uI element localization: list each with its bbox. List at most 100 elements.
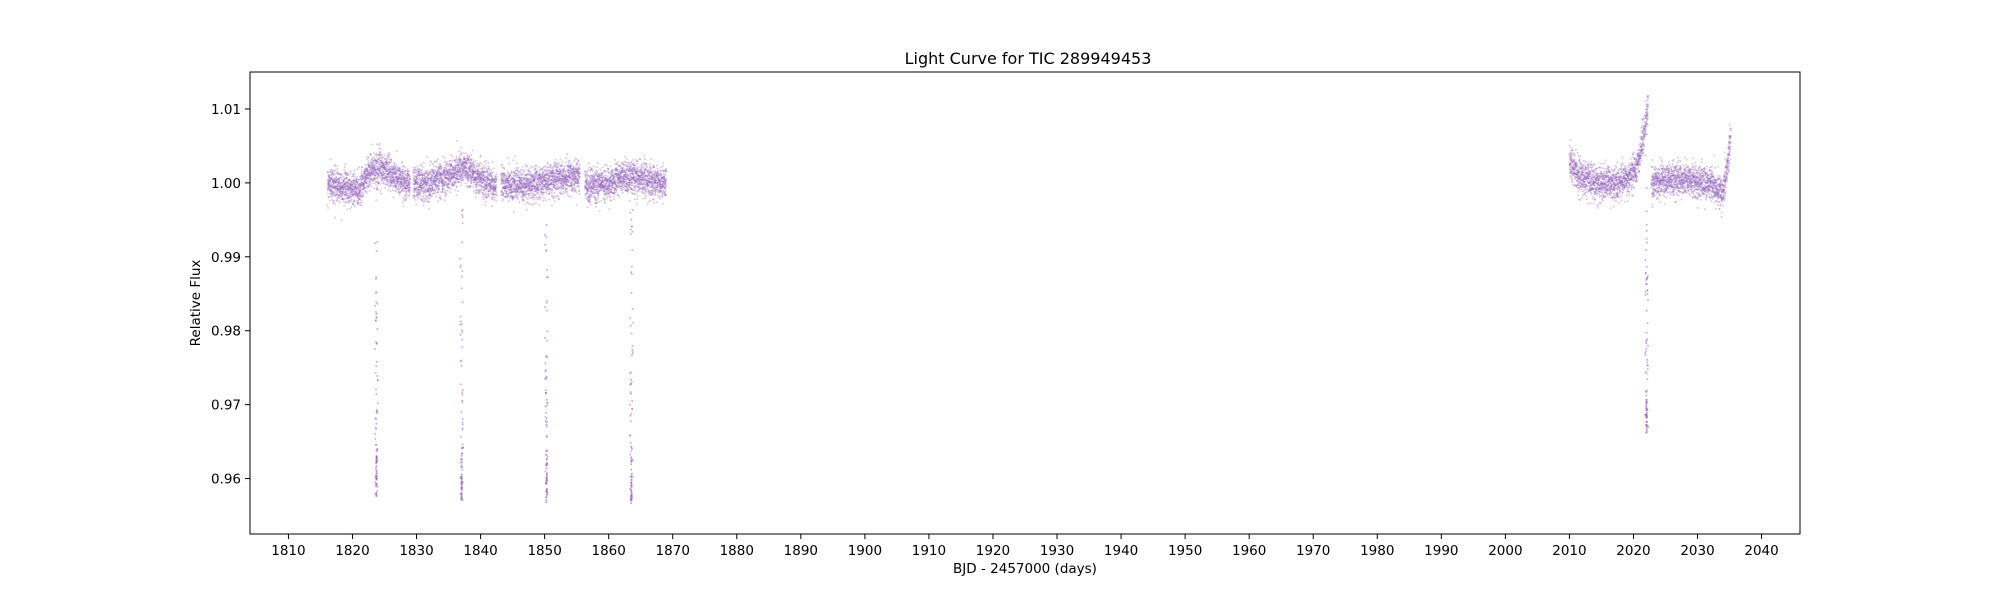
chart-title: Light Curve for TIC 289949453 [905, 49, 1152, 68]
flux-point [346, 197, 349, 200]
flux-point [459, 146, 462, 149]
flux-point [364, 164, 367, 167]
flux-point [356, 168, 359, 171]
flux-point [341, 197, 344, 200]
flux-point [490, 195, 493, 198]
flux-point [476, 162, 479, 165]
flux-point [341, 198, 344, 201]
flux-point [561, 192, 564, 195]
flux-point [331, 180, 334, 183]
flux-point [532, 192, 535, 195]
flux-point [428, 197, 431, 200]
flux-point [623, 164, 626, 167]
flux-point [354, 194, 356, 197]
flux-point [357, 178, 360, 181]
flux-point [354, 183, 357, 186]
flux-point [558, 197, 561, 200]
flux-point [621, 191, 624, 194]
flux-point [343, 177, 346, 180]
flux-point [406, 167, 409, 170]
flux-point [402, 205, 405, 208]
flux-point [595, 166, 598, 169]
flux-point [458, 155, 461, 158]
flux-point [331, 172, 334, 175]
flux-point [420, 171, 423, 174]
flux-point [342, 198, 345, 201]
flux-point [465, 166, 468, 169]
flux-point [345, 191, 348, 194]
flux-point [330, 172, 333, 174]
flux-point [566, 187, 569, 190]
flux-point [422, 204, 425, 207]
flux-point [501, 198, 504, 201]
flux-point [505, 190, 508, 193]
flux-point [354, 185, 357, 188]
flux-point [454, 162, 457, 164]
flux-point [518, 192, 521, 195]
flux-point [337, 178, 340, 181]
flux-point [501, 164, 504, 167]
flux-point [599, 168, 602, 171]
flux-point [332, 200, 335, 203]
flux-point [467, 158, 470, 161]
flux-point [327, 182, 330, 185]
flux-point [478, 192, 481, 195]
flux-point [338, 201, 341, 204]
flux-point [341, 192, 344, 195]
flux-point [351, 188, 354, 191]
flux-point [543, 197, 545, 200]
flux-point [344, 193, 347, 196]
flux-point [343, 204, 346, 207]
flux-point [354, 186, 357, 189]
flux-point [488, 167, 491, 170]
flux-point [495, 173, 498, 175]
flux-point [553, 192, 556, 195]
flux-point [614, 158, 616, 161]
flux-point [341, 197, 343, 200]
flux-point [354, 195, 357, 198]
flux-point [345, 194, 348, 197]
flux-point [341, 190, 344, 193]
flux-point [348, 199, 351, 202]
flux-point [353, 180, 355, 182]
flux-point [340, 177, 343, 180]
flux-point [533, 198, 535, 201]
flux-point [553, 196, 555, 199]
flux-point [606, 170, 609, 173]
flux-point [529, 177, 532, 180]
flux-point [610, 188, 613, 191]
flux-point [423, 198, 426, 200]
flux-point [352, 204, 355, 206]
flux-point [348, 196, 350, 199]
flux-point [491, 161, 494, 164]
flux-point [347, 201, 350, 204]
flux-point [329, 192, 332, 195]
flux-point [588, 166, 591, 168]
flux-point [338, 195, 341, 198]
flux-point [506, 170, 509, 173]
flux-point [334, 178, 337, 181]
flux-point [348, 195, 351, 198]
flux-point [356, 196, 359, 199]
flux-point [353, 187, 356, 190]
flux-point [484, 166, 487, 169]
flux-point [351, 193, 354, 196]
flux-point [347, 179, 350, 182]
flux-point [350, 191, 353, 193]
flux-point [439, 198, 442, 201]
flux-point [337, 182, 340, 185]
flux-point [365, 187, 368, 189]
flux-point [331, 172, 334, 175]
flux-point [356, 195, 359, 197]
flux-point [328, 179, 331, 182]
flux-point [339, 188, 342, 191]
flux-point [344, 183, 347, 186]
flux-point [446, 162, 449, 165]
flux-point [427, 200, 430, 203]
flux-point [330, 177, 333, 180]
flux-point [344, 187, 347, 190]
flux-point [343, 166, 346, 169]
flux-point [342, 186, 345, 189]
flux-point [490, 169, 493, 172]
flux-point [331, 190, 334, 193]
